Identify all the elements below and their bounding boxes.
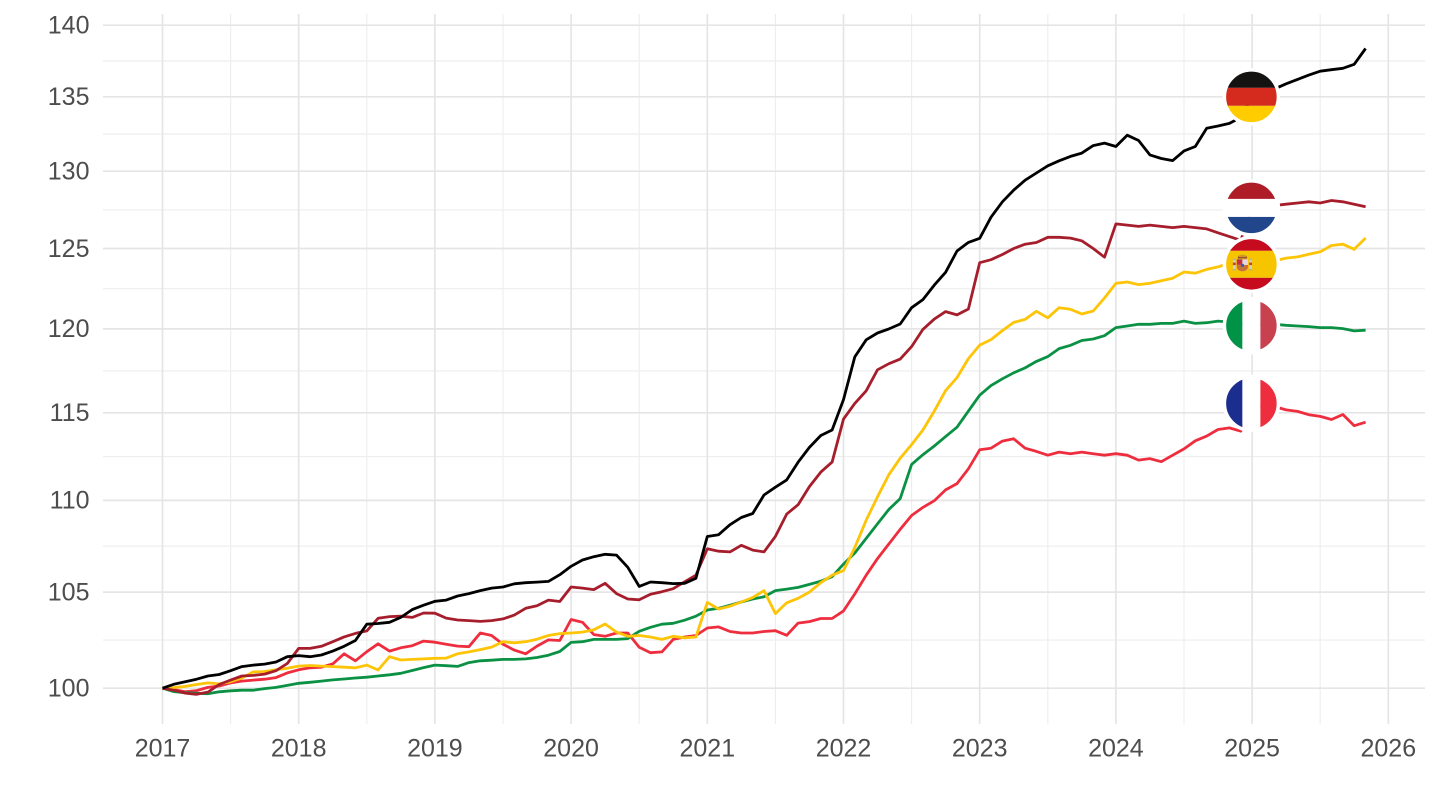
svg-text:2026: 2026: [1360, 735, 1416, 763]
svg-text:135: 135: [48, 83, 90, 111]
svg-text:115: 115: [50, 399, 90, 427]
svg-text:130: 130: [48, 158, 90, 186]
svg-text:120: 120: [48, 315, 90, 343]
svg-text:140: 140: [48, 12, 90, 40]
svg-text:2023: 2023: [952, 735, 1008, 763]
svg-text:2021: 2021: [679, 735, 735, 763]
svg-text:2018: 2018: [271, 735, 327, 763]
svg-text:2022: 2022: [816, 735, 872, 763]
svg-text:2017: 2017: [135, 735, 191, 763]
svg-text:2024: 2024: [1088, 735, 1144, 763]
svg-text:100: 100: [48, 675, 90, 703]
svg-text:2025: 2025: [1224, 735, 1280, 763]
svg-text:125: 125: [48, 235, 90, 263]
svg-text:2020: 2020: [543, 735, 599, 763]
svg-text:2019: 2019: [407, 735, 463, 763]
svg-text:105: 105: [48, 578, 90, 606]
svg-text:110: 110: [50, 487, 90, 515]
